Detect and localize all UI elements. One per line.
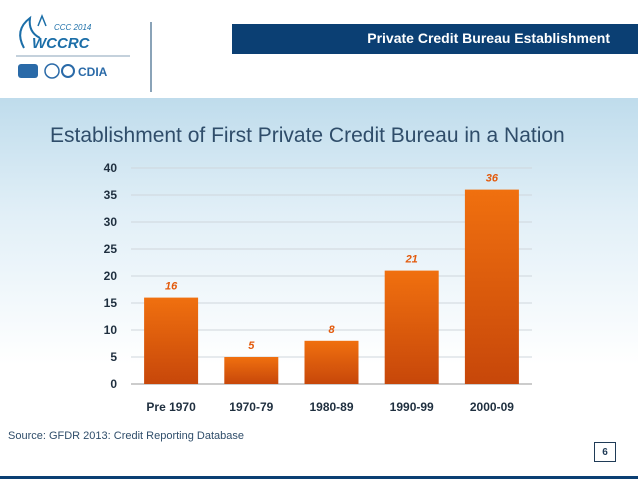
axis-layer: 0 5 10 15 20 25 30 35 40 Pre 1970 1970-79 1980-89 19… [104, 161, 515, 414]
logo-area: CCC 2014 WCCRC CDIA [8, 8, 140, 94]
data-label: 36 [486, 173, 499, 185]
partner-seal-icon [44, 63, 60, 79]
logo-main-text: WCCRC [32, 35, 91, 52]
x-tick-label: 1990-99 [390, 400, 434, 414]
y-tick-label: 25 [104, 242, 118, 256]
y-tick-label: 15 [104, 296, 118, 310]
page-number-badge: 6 [594, 442, 616, 462]
logo-small-text: CCC 2014 [54, 23, 92, 32]
bar-layer [144, 189, 519, 384]
bar [304, 340, 359, 384]
x-tick-label: 1980-89 [309, 400, 353, 414]
header-bar: Private Credit Bureau Establishment [232, 24, 638, 54]
cdia-ring-icon [61, 64, 75, 78]
y-tick-label: 10 [104, 323, 118, 337]
footer-line [0, 476, 638, 479]
x-tick-label: Pre 1970 [146, 400, 196, 414]
slide-title: Private Credit Bureau Establishment [367, 30, 610, 46]
y-tick-label: 30 [104, 215, 118, 229]
x-tick-label: 2000-09 [470, 400, 514, 414]
slide-content [0, 98, 638, 479]
slide-header: CCC 2014 WCCRC CDIA Private Credit Burea… [0, 0, 638, 98]
y-tick-label: 40 [104, 161, 118, 175]
data-label: 8 [328, 324, 335, 336]
bar [144, 297, 199, 384]
header-divider [150, 22, 152, 92]
y-tick-label: 35 [104, 188, 118, 202]
data-label: 5 [248, 340, 255, 352]
source-note: Source: GFDR 2013: Credit Reporting Data… [8, 430, 245, 442]
chart-title: Establishment of First Private Credit Bu… [50, 124, 565, 147]
partner-logo-icon [18, 64, 38, 78]
bar [384, 270, 439, 384]
data-label: 16 [165, 281, 178, 293]
x-tick-label: 1970-79 [229, 400, 273, 414]
label-layer: 16 5 8 21 36 [165, 173, 499, 352]
data-label: 21 [405, 254, 418, 266]
bar [464, 189, 519, 384]
bar [224, 357, 279, 384]
logo-partner-text: CDIA [78, 65, 108, 79]
wccrc-logo: CCC 2014 WCCRC CDIA [16, 13, 130, 79]
y-tick-label: 5 [110, 350, 117, 364]
y-tick-label: 20 [104, 269, 118, 283]
y-tick-label: 0 [110, 377, 117, 391]
